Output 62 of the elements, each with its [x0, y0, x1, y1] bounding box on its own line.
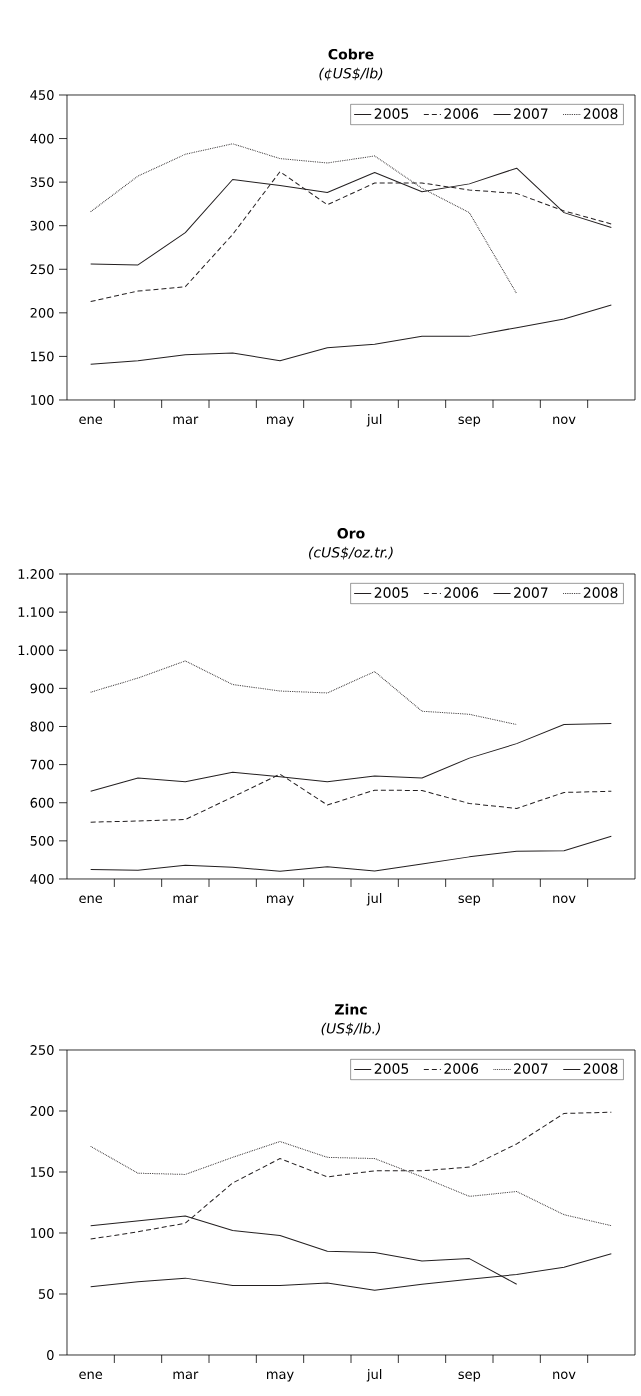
x-tick-label: ene: [79, 416, 103, 425]
chart-subtitle: (¢US$/lb): [319, 67, 383, 81]
x-tick-label: sep: [458, 895, 481, 906]
y-tick-label: 100: [31, 395, 54, 405]
y-tick-label: 250: [30, 1045, 54, 1055]
x-tick-label: ene: [79, 1371, 103, 1380]
y-tick-label: 200: [30, 1106, 54, 1116]
x-tick-label: may: [267, 416, 294, 427]
legend-label: 2007: [514, 587, 548, 598]
chart-subtitle: (US$/lb.): [321, 1022, 381, 1036]
x-tick-label: may: [267, 895, 294, 906]
y-tick-label: 0: [47, 1350, 54, 1360]
y-tick-label: 350: [30, 177, 54, 188]
y-tick-label: 900: [30, 683, 54, 694]
legend-label: 2005: [374, 1063, 409, 1074]
y-tick-label: 100: [31, 1228, 54, 1238]
x-tick-label: sep: [458, 416, 481, 427]
legend-label: 2006: [444, 587, 479, 598]
chart-title: Oro: [337, 528, 365, 539]
line-series: [90, 304, 612, 365]
chart-title: Zinc: [335, 1003, 367, 1015]
y-tick-label: 300: [30, 220, 54, 231]
legend-label: 2005: [374, 587, 409, 598]
y-tick-label: 700: [30, 759, 54, 770]
legend-label: 2008: [583, 108, 618, 119]
y-tick-label: 400: [30, 874, 54, 884]
x-tick-label: nov: [553, 1371, 576, 1380]
line-series: [90, 835, 612, 872]
y-tick-label: 150: [31, 1167, 54, 1177]
legend-label: 2006: [444, 108, 479, 119]
y-tick-label: 1.100: [18, 607, 54, 618]
y-tick-label: 450: [30, 90, 54, 100]
legend-label: 2007: [514, 108, 548, 119]
x-tick-label: mar: [173, 895, 199, 904]
line-series: [90, 660, 518, 726]
x-tick-label: sep: [458, 1371, 481, 1382]
x-tick-label: nov: [553, 895, 576, 904]
y-tick-label: 200: [30, 307, 54, 318]
y-tick-label: 250: [30, 264, 54, 275]
legend-label: 2008: [583, 1063, 618, 1074]
x-tick-label: jul: [366, 893, 382, 906]
y-tick-label: 500: [30, 835, 54, 846]
legend-label: 2007: [514, 1063, 548, 1074]
x-tick-label: may: [267, 1371, 294, 1382]
chart-subtitle: (cUS$/oz.tr.): [309, 546, 393, 560]
chart-title: Cobre: [328, 48, 374, 60]
y-tick-label: 50: [38, 1289, 54, 1299]
legend-label: 2005: [374, 108, 409, 119]
y-tick-label: 1.000: [18, 645, 54, 656]
x-tick-label: jul: [366, 1369, 382, 1382]
x-tick-label: nov: [553, 416, 576, 425]
legend-label: 2006: [444, 1063, 479, 1074]
legend-label: 2008: [583, 587, 618, 598]
y-tick-label: 400: [30, 133, 54, 144]
y-tick-label: 800: [30, 721, 54, 732]
x-tick-label: mar: [173, 416, 199, 425]
y-tick-label: 150: [31, 351, 54, 362]
x-tick-label: ene: [79, 895, 103, 904]
x-tick-label: jul: [366, 414, 382, 427]
y-tick-label: 600: [30, 797, 54, 808]
y-tick-label: 1.200: [18, 569, 54, 579]
x-tick-label: mar: [173, 1371, 199, 1380]
